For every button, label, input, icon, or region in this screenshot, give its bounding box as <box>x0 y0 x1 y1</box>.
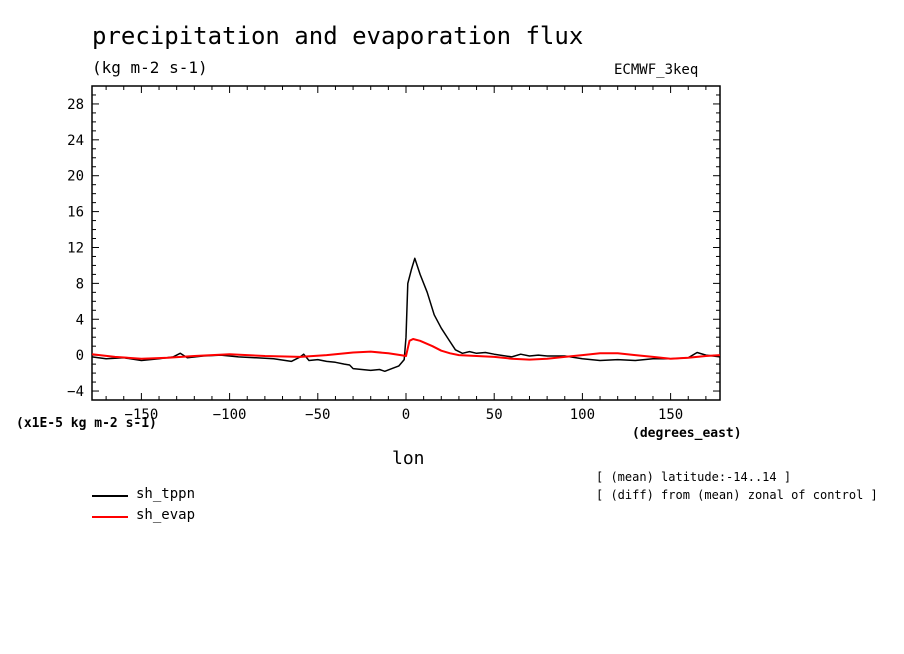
y-tick-label: 20 <box>67 169 84 185</box>
y-tick-label: 24 <box>67 133 84 149</box>
chart-title: precipitation and evaporation flux <box>92 22 584 50</box>
chart-units: (kg m-2 s-1) <box>92 58 208 77</box>
y-tick-label: 28 <box>67 97 84 113</box>
series-line-sh-evap <box>91 338 721 361</box>
y-tick-label: 0 <box>76 348 84 364</box>
x-tick-label: −100 <box>213 407 247 423</box>
x-tick-label: 0 <box>402 407 410 423</box>
x-tick-label: 50 <box>486 407 503 423</box>
legend-swatch-sh-evap <box>92 516 128 518</box>
note-diff: [ (diff) from (mean) zonal of control ] <box>596 488 878 502</box>
x-tick-label: −150 <box>125 407 159 423</box>
y-tick-label: 8 <box>76 276 84 292</box>
note-latitude: [ (mean) latitude:-14..14 ] <box>596 470 792 484</box>
legend-swatch-sh-tppn <box>92 495 128 497</box>
legend-label-sh-evap: sh_evap <box>136 507 196 523</box>
y-tick-label: −4 <box>67 384 84 400</box>
x-tick-label: 100 <box>570 407 595 423</box>
x-tick-label: −50 <box>305 407 330 423</box>
legend-label-sh-tppn: sh_tppn <box>136 486 196 502</box>
y-tick-label: 4 <box>76 312 84 328</box>
x-tick-label: 150 <box>658 407 683 423</box>
y-scale-label: (x1E-5 kg m-2 s-1) <box>16 416 157 431</box>
y-tick-label: 12 <box>67 240 84 256</box>
model-label: ECMWF_3keq <box>614 62 699 78</box>
x-axis-label: lon <box>392 448 425 469</box>
x-units-label: (degrees_east) <box>632 426 742 441</box>
y-tick-label: 16 <box>67 205 84 221</box>
